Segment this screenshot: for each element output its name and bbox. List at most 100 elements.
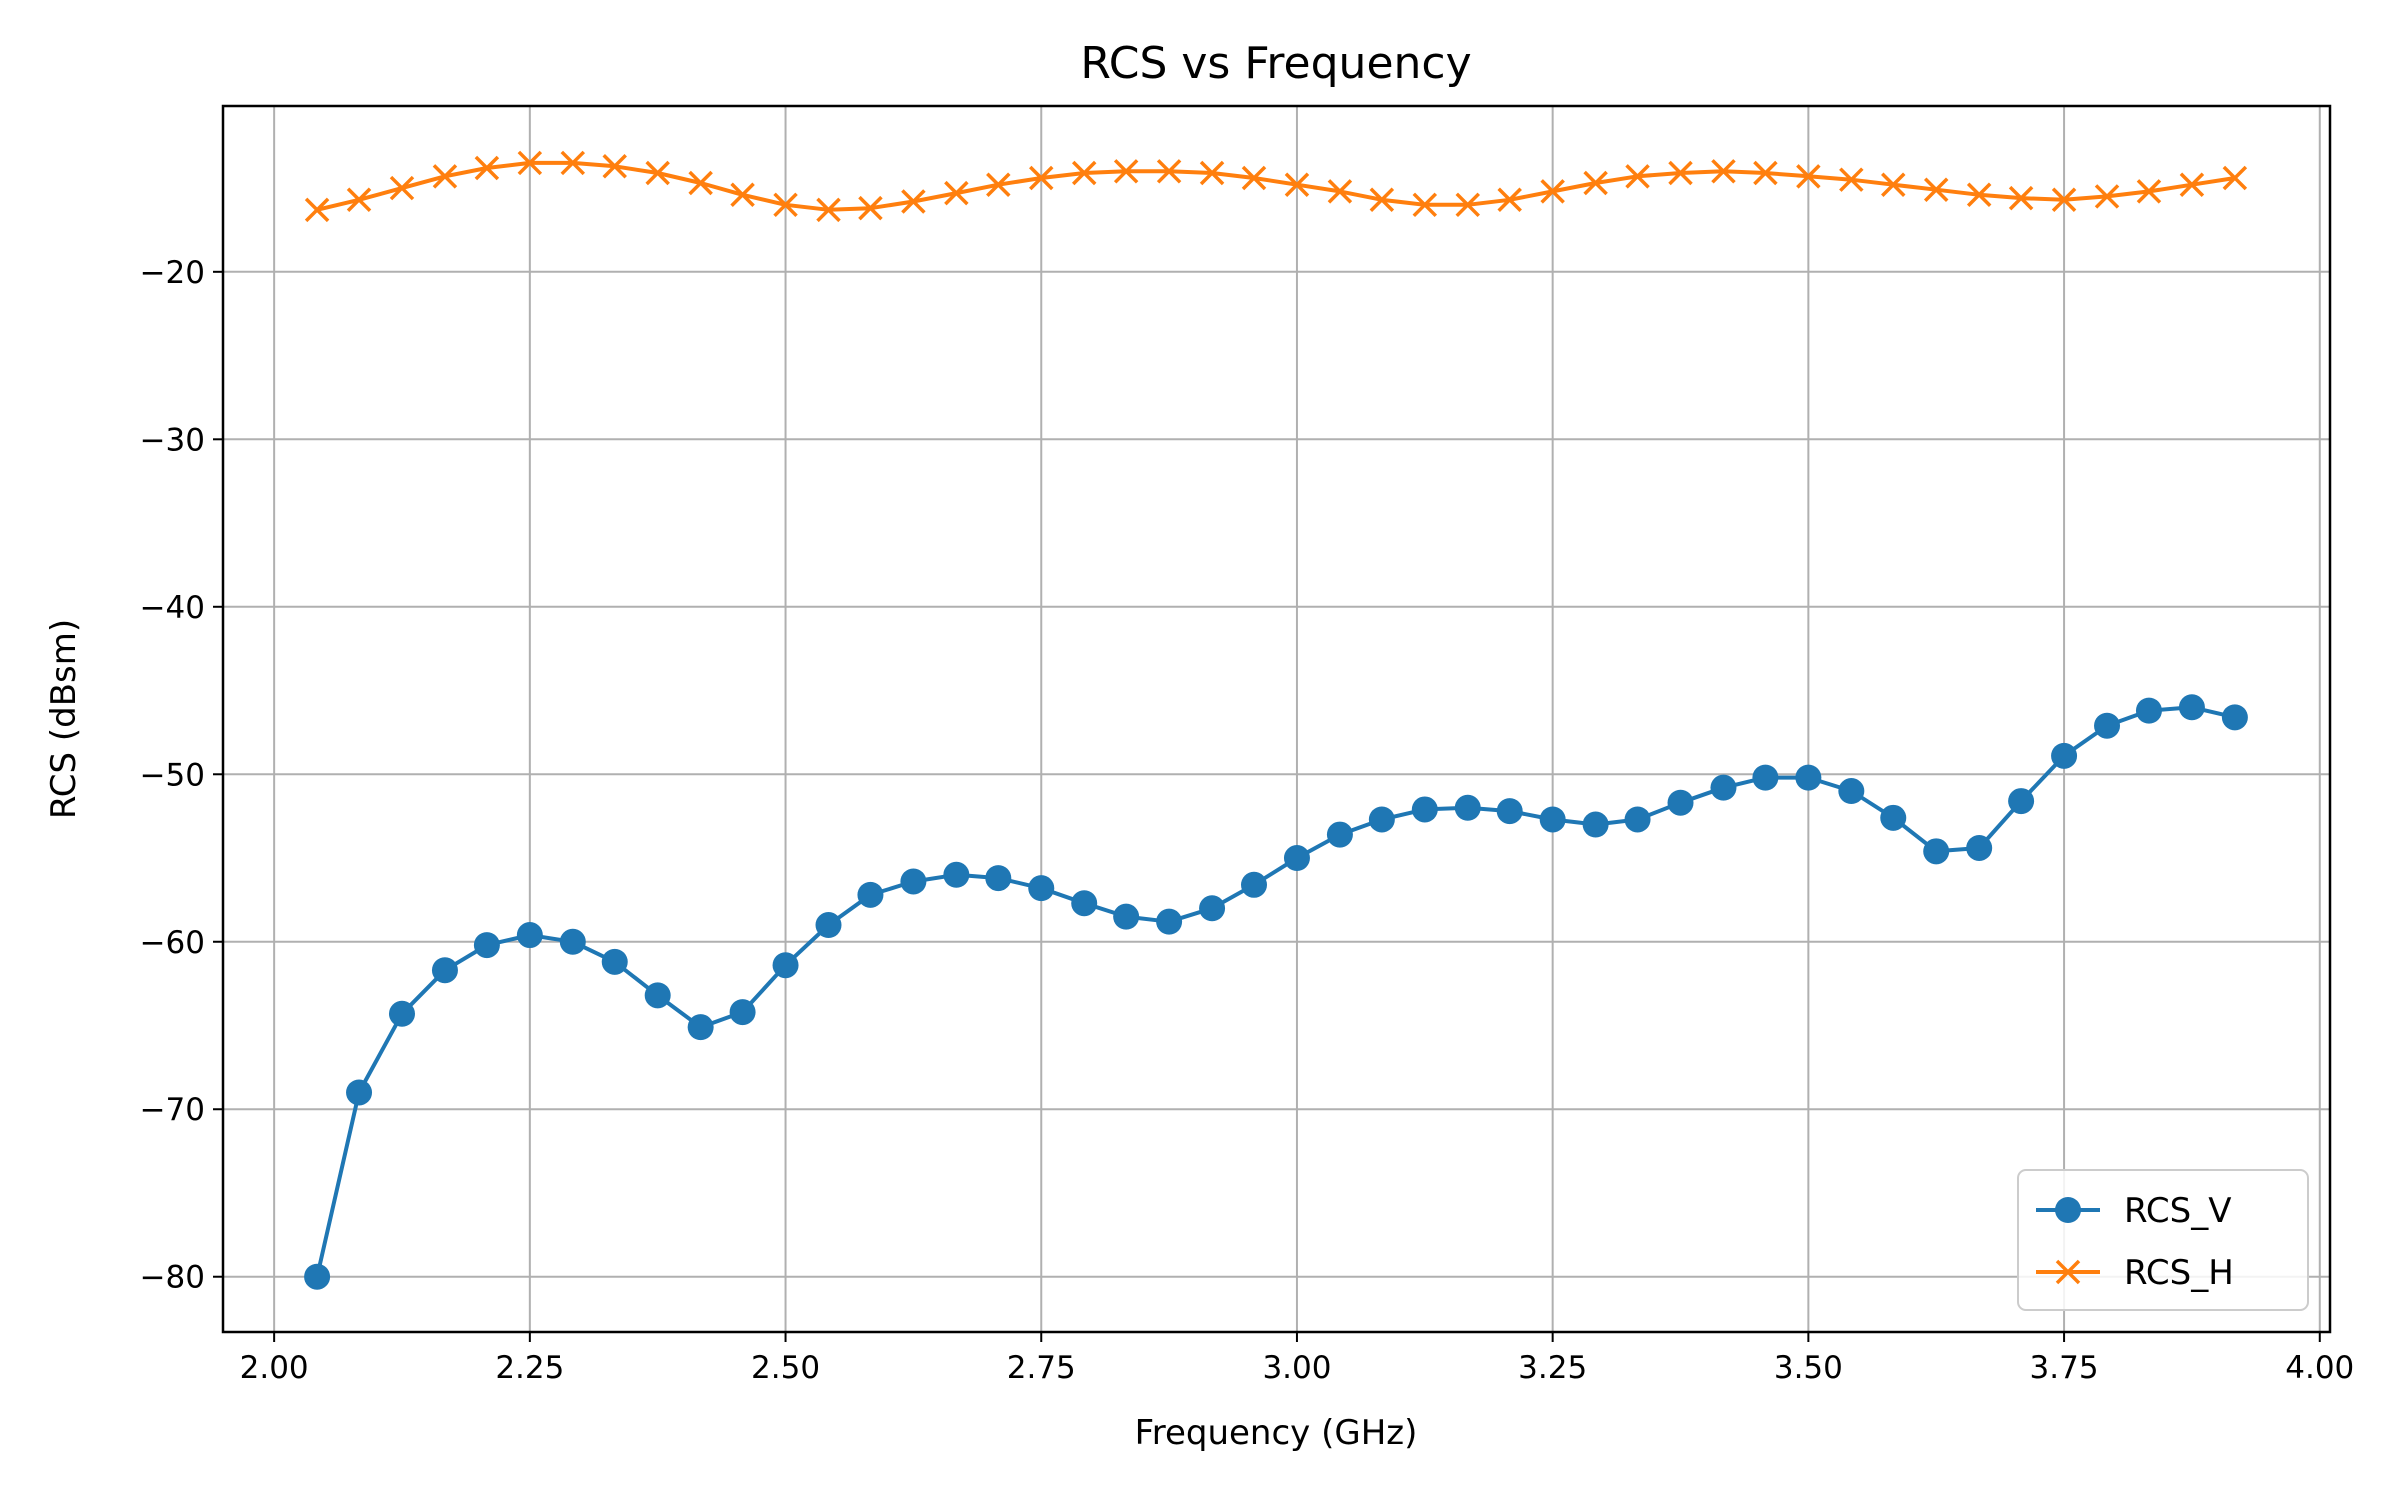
data-point-rcs-h [858,195,883,221]
data-point-rcs-h [986,172,1011,197]
data-point-rcs-h [1497,187,1522,213]
data-point-rcs-h [1881,172,1906,197]
series-rcs-v [304,694,2248,1290]
chart-title: RCS vs Frequency [1080,38,1471,89]
y-tick-label: −40 [140,590,205,626]
plot-frame [221,104,2332,1334]
data-point-rcs-h [560,150,586,176]
data-point-rcs-h [1071,160,1097,186]
data-point-rcs-h [773,192,798,218]
data-point-rcs-h [1540,179,1565,204]
data-point-rcs-h [1625,164,1650,189]
data-point-rcs-v [772,952,799,979]
y-tick-label: −30 [140,422,205,458]
plot-area-background [223,106,2330,1332]
data-point-rcs-h [901,189,926,214]
data-point-rcs-v [473,932,500,959]
x-tick-label: 4.00 [2285,1350,2354,1386]
data-point-rcs-v [516,922,543,949]
grid [223,106,2330,1332]
data-point-rcs-v [1283,845,1310,872]
data-point-rcs-v [687,1014,714,1041]
data-point-rcs-v [388,1000,415,1027]
data-point-rcs-v [1411,796,1438,823]
data-point-rcs-v [1667,789,1694,816]
data-point-rcs-v [729,999,756,1026]
legend-marker-rcs-v [2055,1197,2081,1223]
data-point-rcs-h [1156,159,1182,184]
y-tick-label: −50 [140,757,205,793]
x-tick-label: 2.50 [751,1350,820,1386]
y-tick-label: −20 [140,255,205,291]
data-point-rcs-v [1240,871,1267,898]
data-point-rcs-v [900,868,927,895]
x-axis-label: Frequency (GHz) [1135,1413,1418,1453]
data-point-rcs-h [688,170,713,196]
data-point-rcs-v [1880,804,1907,831]
data-point-rcs-v [1156,908,1183,935]
data-point-rcs-v [1923,838,1950,865]
x-tick-label: 3.25 [1518,1350,1587,1386]
data-point-rcs-v [815,912,842,939]
series-layer [304,150,2248,1290]
data-point-rcs-v [1710,774,1737,801]
data-point-rcs-h [474,155,500,181]
y-axis-label: RCS (dBsm) [44,619,84,819]
x-tick-label: 3.50 [1774,1350,1843,1386]
data-point-rcs-v [1028,875,1055,902]
data-point-rcs-v [943,861,970,888]
data-point-rcs-v [1582,811,1609,838]
y-tick-label: −80 [140,1260,205,1296]
data-point-rcs-h [2051,187,2077,213]
data-point-rcs-v [1539,806,1566,833]
data-point-rcs-v [1795,764,1822,791]
legend-entries: RCS_V RCS_H [2036,1191,2234,1293]
data-point-rcs-v [1326,821,1353,848]
data-point-rcs-v [1838,778,1865,805]
data-point-rcs-v [2094,712,2121,739]
data-point-rcs-h [1029,165,1054,191]
x-tick-label: 2.75 [1007,1350,1076,1386]
data-point-rcs-h [730,182,755,208]
data-point-rcs-v [2135,697,2162,724]
x-tick-label: 2.25 [495,1350,564,1386]
series-line-rcs-h [316,160,2236,212]
data-point-rcs-h [816,197,841,223]
x-tick-label: 3.75 [2030,1350,2099,1386]
data-point-rcs-h [2094,184,2120,209]
data-point-rcs-v [2178,694,2205,721]
data-point-rcs-h [346,187,372,213]
data-point-rcs-v [559,928,586,955]
data-point-rcs-v [1624,806,1651,833]
data-point-rcs-h [1583,170,1608,196]
data-point-rcs-h [944,180,969,206]
data-point-rcs-v [431,957,458,984]
data-point-rcs-h [1753,160,1778,186]
data-point-rcs-v [1496,798,1523,825]
data-point-rcs-v [644,982,671,1009]
data-point-rcs-h [1839,167,1864,192]
data-point-rcs-h [1668,160,1693,186]
data-point-rcs-h [2179,172,2205,197]
series-line-rcs-v [315,705,2236,1278]
y-tick-label: −60 [140,925,205,961]
legend: RCS_V RCS_H [2017,1169,2309,1311]
data-point-rcs-h [1923,177,1949,202]
data-point-rcs-h [389,175,415,201]
data-point-rcs-h [602,154,627,179]
data-point-rcs-v [1199,895,1226,922]
data-point-rcs-v [985,865,1012,892]
data-point-rcs-h [1113,159,1139,184]
data-point-rcs-h [1284,172,1310,197]
data-point-rcs-v [1966,834,1993,861]
series-rcs-h [304,150,2248,223]
data-point-rcs-v [1454,794,1481,821]
data-point-rcs-v [857,881,884,908]
data-point-rcs-v [1368,806,1395,833]
y-tick-label: −70 [140,1092,205,1128]
data-point-rcs-v [1752,764,1779,791]
data-point-rcs-v [1113,903,1140,930]
data-point-rcs-h [1796,164,1821,189]
legend-box [2017,1169,2309,1311]
data-point-rcs-h [2136,179,2162,204]
